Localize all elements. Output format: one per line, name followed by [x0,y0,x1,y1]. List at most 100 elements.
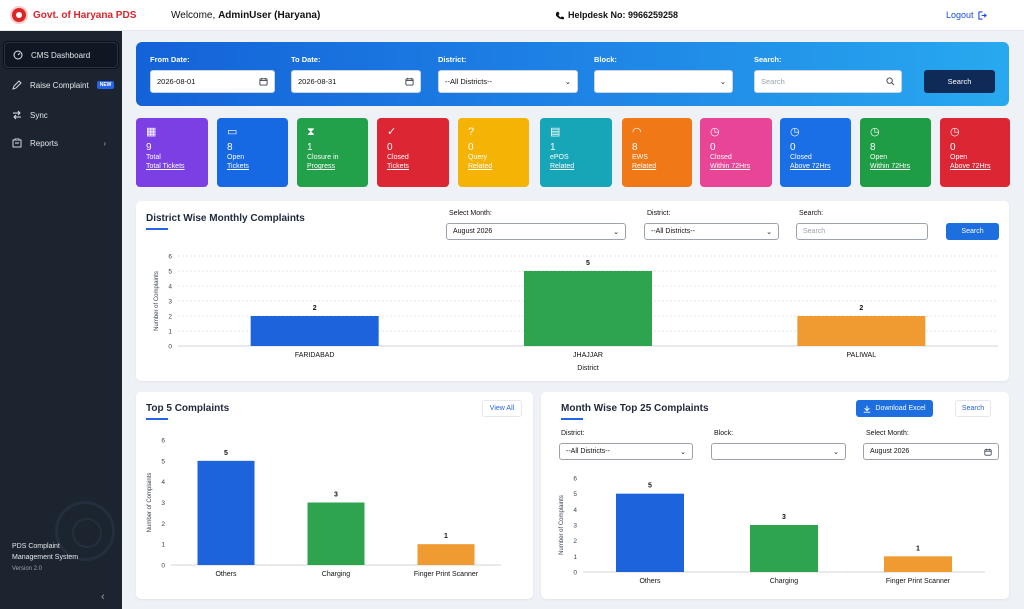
sidebar-item-label: Raise Complaint [30,80,89,90]
y-tick-label: 3 [168,299,172,306]
month-select[interactable]: August 2026 ⌄ [446,223,626,240]
card-link[interactable]: Above 72Hrs [790,163,831,170]
card-label: Total [146,154,161,161]
summary-card[interactable]: ◠ 8 EWS Related [622,118,692,187]
summary-card[interactable]: ◷ 0 Open Above 72Hrs [940,118,1010,187]
district-label: District: [438,55,467,64]
title-underline [146,418,168,420]
search-label: Search: [754,55,782,64]
top5-complaints-panel: Top 5 Complaints View All 0 1 2 3 4 5 6 5 Others… [136,392,533,599]
date-filter-bar: From Date: 2026-08-01 To Date: 2026-08-3… [136,42,1009,106]
search-input[interactable]: Search [796,223,928,240]
phone-icon [555,11,564,19]
search-placeholder: Search [761,77,785,86]
district-bar-chart: 0 1 2 3 4 5 6 2 FARIDABAD 5 JHAJJAR 2 PALIWAL Number … [154,254,998,372]
bar-value-label: 5 [224,450,228,457]
summary-card[interactable]: ◷ 0 Closed Above 72Hrs [780,118,851,187]
district-select[interactable]: --All Districts-- ⌄ [559,443,693,460]
block-select[interactable]: ⌄ [711,443,846,460]
x-tick-label: Others [215,571,237,578]
card-link[interactable]: Related [468,163,493,170]
top-bar: Govt. of Haryana PDS Welcome, AdminUser … [0,0,1024,31]
logout-button[interactable]: Logout [946,10,987,20]
card-count: 1 [307,142,313,153]
sidebar-item-label: CMS Dashboard [31,50,91,60]
summary-card[interactable]: ✓ 0 Closed Tickets [377,118,449,187]
card-link[interactable]: Related [550,163,575,170]
sidebar-item-raise-complaint[interactable]: Raise Complaint NEW [4,72,118,98]
title-underline [146,228,168,230]
district-select[interactable]: --All Districts-- ⌄ [644,223,779,240]
month-label: Select Month: [449,210,492,217]
month-value: August 2026 [870,448,910,455]
brand[interactable]: Govt. of Haryana PDS [10,6,136,24]
block-select[interactable]: ⌄ [594,70,733,93]
card-link[interactable]: Related [632,163,657,170]
card-label: Query [468,154,488,161]
card-label: Closure in [307,154,339,161]
y-tick-label: 5 [573,491,577,498]
card-label: Open [950,154,968,161]
chevron-down-icon: ⌄ [680,448,686,456]
y-tick-label: 1 [161,542,165,549]
x-tick-label: FARIDABAD [295,352,335,359]
card-link[interactable]: Tickets [227,163,249,170]
bar-value-label: 3 [782,514,786,521]
card-count: 8 [870,142,876,153]
sidebar-item-sync[interactable]: Sync [4,102,118,128]
bar [616,493,684,572]
y-tick-label: 1 [168,329,172,336]
to-date-input[interactable]: 2026-08-31 [291,70,421,93]
bar-value-label: 2 [313,305,317,312]
download-excel-button[interactable]: Download Excel [856,400,933,417]
x-tick-label: Others [639,578,661,585]
view-all-button[interactable]: View All [482,400,522,417]
card-link[interactable]: Within 72Hrs [870,163,911,170]
bar-value-label: 3 [334,492,338,499]
sync-icon [12,110,22,120]
summary-card[interactable]: ⧗ 1 Closure in Progress [297,118,368,187]
summary-card[interactable]: ◷ 0 Closed Within 72Hrs [700,118,772,187]
y-tick-label: 6 [573,476,577,483]
from-date-input[interactable]: 2026-08-01 [150,70,275,93]
district-panel-title: District Wise Monthly Complaints [146,213,305,224]
collapse-sidebar-icon[interactable]: ‹ [101,591,105,603]
search-button[interactable]: Search [946,223,999,240]
district-value: --All Districts-- [566,448,610,455]
card-link[interactable]: Within 72Hrs [710,163,751,170]
search-button[interactable]: Search [924,70,995,93]
card-link[interactable]: Progress [307,163,336,170]
district-label: District: [561,430,585,437]
logout-icon [977,10,987,20]
district-select[interactable]: --All Districts-- ⌄ [438,70,578,93]
bar-value-label: 2 [859,305,863,312]
summary-card[interactable]: ▤ 1 ePOS Related [540,118,612,187]
month-panel-title: Month Wise Top 25 Complaints [561,403,709,414]
download-icon [864,405,871,413]
card-link[interactable]: Tickets [387,163,409,170]
y-tick-label: 2 [161,521,165,528]
summary-card[interactable]: ? 0 Query Related [458,118,529,187]
welcome-user: AdminUser (Haryana) [218,10,321,21]
summary-card[interactable]: ▭ 8 Open Tickets [217,118,288,187]
y-axis-label: Number of Complaints [147,473,153,533]
card-label: ePOS [550,154,569,161]
search-placeholder: Search [803,228,826,235]
card-count: 0 [950,142,956,153]
month-input[interactable]: August 2026 [863,443,999,460]
district-label: District: [647,210,671,217]
search-input[interactable]: Search [754,70,902,93]
chevron-down-icon: ⌄ [564,77,571,86]
x-tick-label: Charging [322,571,351,578]
summary-card[interactable]: ▦ 9 Total Total Tickets [136,118,208,187]
sidebar: CMS Dashboard Raise Complaint NEW Sync R… [0,31,122,609]
summary-card[interactable]: ◷ 8 Open Within 72Hrs [860,118,931,187]
y-tick-label: 6 [161,438,165,445]
search-button[interactable]: Search [955,400,991,417]
card-link[interactable]: Total Tickets [146,163,185,170]
bar [307,502,365,565]
sidebar-item-cms-dashboard[interactable]: CMS Dashboard [4,42,118,68]
card-link[interactable]: Above 72Hrs [950,163,991,170]
sidebar-item-reports[interactable]: Reports › [4,130,118,156]
month-top25-panel: Month Wise Top 25 Complaints Download Ex… [541,392,1009,599]
